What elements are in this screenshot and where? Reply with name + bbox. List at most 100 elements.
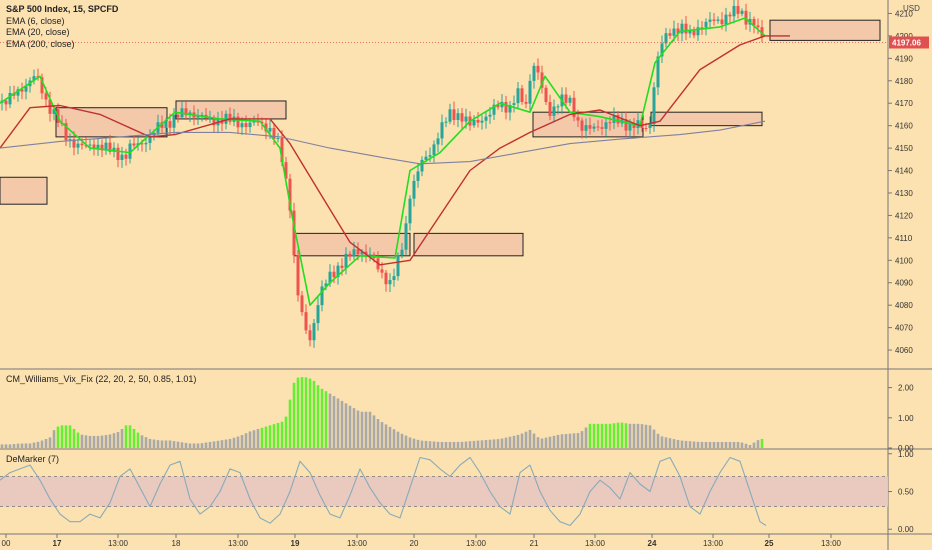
candle-down — [64, 123, 68, 141]
candle-up — [420, 159, 424, 172]
supply-demand-zone — [0, 176, 48, 205]
vix-bar — [20, 443, 24, 448]
vix-bar — [728, 441, 732, 448]
vix-bar — [516, 434, 520, 448]
candle-up — [488, 114, 492, 117]
vix-bar — [424, 440, 428, 448]
candle-up — [648, 124, 652, 129]
vix-bar — [712, 441, 716, 448]
vix-bar — [716, 441, 720, 448]
vix-bar — [224, 439, 228, 448]
vix-bar — [476, 440, 480, 448]
vix-bar — [296, 377, 300, 448]
vix-bar — [144, 437, 148, 448]
vix-bar — [92, 435, 96, 448]
vix-bar — [32, 442, 36, 448]
time-tick-label: 25 — [765, 539, 774, 548]
price-tick-label: 4170 — [895, 99, 913, 108]
vix-bar — [248, 431, 252, 448]
vix-bar — [468, 441, 472, 448]
vix-bar — [80, 434, 84, 448]
candle-down — [264, 123, 268, 132]
vix-bar — [116, 431, 120, 448]
vix-bar — [372, 415, 376, 448]
candle-up — [344, 253, 348, 268]
vix-bar — [684, 440, 688, 448]
vix-bar — [60, 425, 64, 448]
vix-bar — [324, 391, 328, 448]
vix-bar — [552, 435, 556, 448]
candle-up — [568, 97, 572, 103]
vix-bar — [236, 436, 240, 448]
demarker-title[interactable]: DeMarker (7) — [6, 454, 60, 464]
vix-bar — [492, 439, 496, 448]
legend-ema200[interactable]: EMA (200, close) — [6, 38, 75, 49]
legend-ema20[interactable]: EMA (20, close) — [6, 27, 70, 37]
candle-up — [336, 265, 340, 278]
vix-bar — [472, 440, 476, 448]
vix-bar — [584, 427, 588, 448]
candle-down — [228, 113, 232, 122]
candle-up — [708, 19, 712, 22]
vix-bar — [732, 441, 736, 448]
vix-bar — [28, 443, 32, 448]
vix-bar — [464, 441, 468, 448]
vix-bar — [352, 408, 356, 448]
candle-up — [312, 323, 316, 341]
vix-bar — [96, 435, 100, 448]
candle-down — [280, 138, 284, 163]
candle-up — [268, 127, 272, 132]
vix-tick-label: 0.00 — [898, 444, 914, 453]
vix-bar — [692, 441, 696, 448]
candle-up — [696, 27, 700, 36]
vix-bar — [504, 437, 508, 448]
vix-bar — [400, 433, 404, 448]
vix-bar — [0, 444, 4, 448]
vix-bar — [544, 437, 548, 448]
vix-bar — [312, 380, 316, 448]
vix-bar — [16, 443, 20, 448]
last-price-badge — [889, 36, 929, 49]
vix-bar — [328, 393, 332, 448]
vix-bar — [88, 435, 92, 448]
vix-bar — [592, 423, 596, 448]
candle-down — [632, 123, 636, 128]
vix-bar — [620, 422, 624, 448]
last-price-label: 4197.06 — [892, 38, 921, 47]
candle-up — [112, 147, 116, 152]
candle-down — [668, 33, 672, 36]
vix-bar — [700, 441, 704, 448]
legend-ema6[interactable]: EMA (6, close) — [6, 15, 65, 26]
vix-bar — [760, 438, 764, 448]
vix-bar — [540, 438, 544, 448]
vix-bar — [744, 443, 748, 448]
vix-bar — [168, 440, 172, 448]
candle-down — [116, 147, 120, 160]
candle-down — [300, 295, 304, 313]
vix-bar — [452, 441, 456, 448]
candle-down — [132, 143, 136, 146]
vix-title[interactable]: CM_Williams_Vix_Fix (22, 20, 2, 50, 0.85… — [6, 374, 197, 384]
candle-up — [412, 180, 416, 199]
candle-up — [652, 87, 656, 125]
vix-bar — [488, 439, 492, 448]
candle-down — [712, 19, 716, 21]
candle-up — [508, 104, 512, 113]
price-tick-label: 4150 — [895, 144, 913, 153]
demarker-band — [0, 476, 888, 507]
candle-down — [160, 122, 164, 128]
vix-bar — [608, 423, 612, 448]
candle-down — [244, 123, 248, 128]
vix-bar — [576, 433, 580, 448]
vix-bar — [344, 403, 348, 448]
vix-bar — [332, 396, 336, 448]
candle-up — [120, 154, 124, 160]
vix-bar — [204, 442, 208, 448]
ema-line-1 — [0, 17, 766, 307]
candle-down — [600, 127, 604, 129]
vix-bar — [440, 441, 444, 448]
vix-bar — [676, 439, 680, 448]
vix-bar — [300, 377, 304, 448]
